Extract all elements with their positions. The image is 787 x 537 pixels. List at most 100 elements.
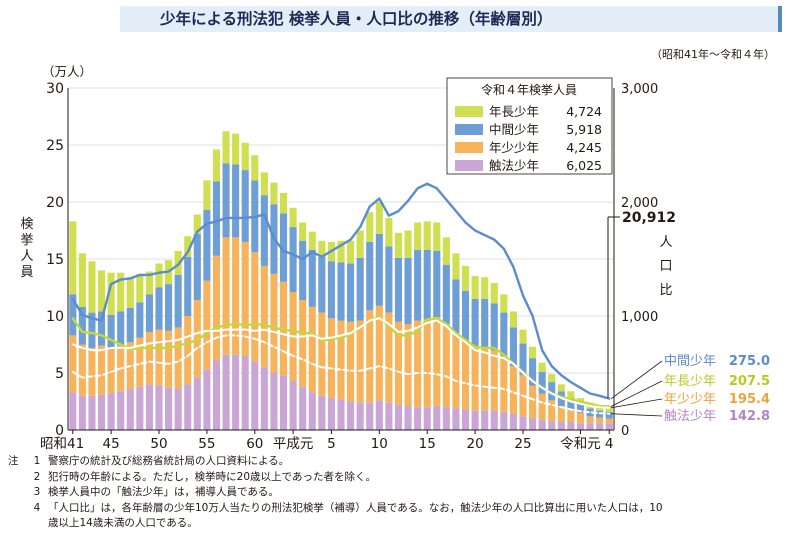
bar-segment bbox=[394, 232, 403, 258]
legend-label: 年長少年 bbox=[489, 104, 539, 119]
bar-segment bbox=[452, 408, 460, 430]
notes: 注 1 警察庁の統計及び総務省統計局の人口資料による。 2 犯行時の年齢による。… bbox=[8, 454, 783, 532]
bar-segment bbox=[490, 350, 498, 411]
bar-segment bbox=[538, 419, 546, 430]
bar-segment bbox=[174, 327, 182, 389]
bar-segment bbox=[155, 287, 163, 330]
y-tick-label-left: 25 bbox=[46, 138, 64, 154]
bar-segment bbox=[490, 410, 498, 430]
end-label-value: 142.8 bbox=[729, 409, 770, 424]
bar-segment bbox=[548, 420, 556, 430]
bar-segment bbox=[145, 294, 153, 332]
y-axis-title-left-char: 員 bbox=[20, 265, 33, 280]
bar-segment bbox=[452, 279, 460, 334]
bar-segment bbox=[529, 346, 537, 359]
bar-segment bbox=[337, 240, 345, 263]
bar-segment bbox=[88, 347, 96, 396]
bar-segment bbox=[596, 417, 604, 424]
bar-segment bbox=[145, 271, 153, 295]
note-text: 犯行時の年齢による。ただし，検挙時に20歳以上であった者を除く。 bbox=[48, 470, 376, 483]
bar-segment bbox=[203, 180, 211, 210]
bar-segment bbox=[88, 395, 96, 430]
bar-segment bbox=[605, 418, 613, 424]
bar-segment bbox=[193, 377, 201, 430]
x-tick-label: 50 bbox=[150, 436, 167, 450]
y-tick-label-left: 30 bbox=[46, 81, 64, 97]
bar-segment bbox=[509, 414, 517, 430]
x-tick-label: 55 bbox=[198, 436, 215, 450]
bar-segment bbox=[251, 361, 259, 430]
end-label-leader bbox=[611, 380, 663, 407]
bar-segment bbox=[557, 422, 565, 430]
bar-segment bbox=[404, 323, 412, 407]
bar-segment bbox=[337, 262, 345, 321]
bar-segment bbox=[509, 327, 517, 367]
bar-segment bbox=[375, 305, 383, 401]
legend-swatch bbox=[455, 160, 483, 171]
bar-segment bbox=[442, 323, 450, 408]
bar-segment bbox=[605, 423, 613, 430]
title-bar bbox=[120, 6, 782, 32]
bar-segment bbox=[117, 391, 125, 430]
bar-segment bbox=[500, 294, 508, 313]
bar-segment bbox=[222, 163, 230, 238]
legend-label: 触法少年 bbox=[489, 158, 539, 173]
bar-segment bbox=[174, 274, 182, 328]
bar-segment bbox=[567, 422, 575, 430]
bar-segment bbox=[433, 317, 441, 407]
note-row-4: 4 「人口比」は，各年齢層の少年10万人当たりの刑法犯検挙（補導）人員である。な… bbox=[8, 501, 783, 517]
ratio-axis-title-char: 人 bbox=[659, 235, 672, 250]
bar-segment bbox=[193, 214, 201, 234]
bar-segment bbox=[567, 409, 575, 423]
bar-segment bbox=[567, 398, 575, 410]
bar-segment bbox=[212, 360, 221, 430]
ratio-axis-title-char: 口 bbox=[659, 259, 672, 274]
bar-segment bbox=[107, 347, 115, 394]
bar-segment bbox=[184, 236, 192, 257]
bar-segment bbox=[241, 241, 249, 356]
bar-segment bbox=[78, 395, 86, 430]
bar-segment bbox=[97, 270, 106, 312]
title-band: 少年による刑法犯 検挙人員・人口比の推移（年齢層別） bbox=[0, 0, 787, 34]
bar-segment bbox=[576, 423, 585, 430]
x-tick-label: 平成元 bbox=[273, 436, 314, 450]
bar-segment bbox=[548, 374, 556, 383]
bar-segment bbox=[78, 344, 86, 396]
bar-segment bbox=[136, 386, 144, 430]
bar-segment bbox=[270, 182, 278, 205]
bar-segment bbox=[165, 284, 173, 331]
bar-segment bbox=[481, 298, 489, 348]
bar-segment bbox=[299, 240, 307, 301]
bar-segment bbox=[471, 276, 479, 299]
bar-segment bbox=[126, 308, 134, 343]
bar-segment bbox=[289, 207, 297, 228]
bars bbox=[69, 131, 613, 430]
y-axis-title-left-char: 検 bbox=[20, 217, 33, 232]
bar-segment bbox=[107, 393, 115, 430]
bar-segment bbox=[69, 221, 77, 295]
x-tick-label: 昭和41 bbox=[40, 436, 84, 450]
bar-segment bbox=[251, 252, 259, 362]
bar-segment bbox=[145, 384, 153, 430]
bar-segment bbox=[260, 195, 268, 266]
bar-segment bbox=[260, 265, 268, 368]
bar-segment bbox=[212, 255, 221, 361]
bar-segment bbox=[97, 394, 106, 430]
bar-segment bbox=[155, 385, 163, 430]
bar-segment bbox=[327, 398, 335, 430]
x-tick-label: 45 bbox=[103, 436, 120, 450]
bar-segment bbox=[107, 272, 115, 315]
note-row-1: 注 1 警察庁の統計及び総務省統計局の人口資料による。 bbox=[8, 454, 783, 470]
note-number: 1 bbox=[33, 455, 41, 467]
bar-segment bbox=[414, 249, 422, 321]
bar-segment bbox=[107, 314, 115, 348]
bar-segment bbox=[289, 380, 297, 430]
x-tick-label: 10 bbox=[371, 436, 388, 450]
end-label-name: 年長少年 bbox=[664, 374, 716, 389]
y-tick-label-left: 10 bbox=[46, 309, 64, 325]
bar-segment bbox=[145, 331, 153, 385]
bar-segment bbox=[203, 209, 211, 281]
legend-swatch bbox=[455, 142, 483, 153]
bar-segment bbox=[394, 404, 403, 430]
